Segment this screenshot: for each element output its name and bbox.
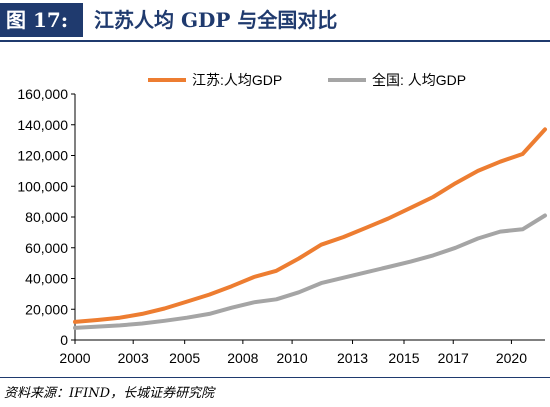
- header-rule: [0, 40, 550, 42]
- y-tick-label: 120,000: [17, 148, 68, 164]
- x-tick-label: 2003: [118, 350, 149, 366]
- series-line-national: [73, 213, 547, 330]
- x-tick-label: 2010: [277, 350, 308, 366]
- x-tick-label: 2020: [496, 350, 527, 366]
- y-tick-label: 80,000: [25, 209, 68, 225]
- source-note: 资料来源：IFIND，长城证券研究院: [4, 386, 215, 401]
- x-tick-label: 2005: [169, 350, 200, 366]
- figure-header: 图 17: 江苏人均 GDP 与全国对比: [0, 0, 550, 40]
- chart-axes: 0 20,000 40,000 60,000 80,000 100,000 120,000 1…: [17, 86, 545, 366]
- series-line-jiangsu: [73, 127, 547, 324]
- x-tick-label: 2013: [337, 350, 368, 366]
- figure-number: 图 17:: [0, 3, 83, 37]
- y-tick-label: 60,000: [25, 240, 68, 256]
- figure-title: 江苏人均 GDP 与全国对比: [94, 8, 338, 32]
- y-tick-label: 140,000: [17, 117, 68, 133]
- y-tick-label: 0: [60, 332, 68, 348]
- y-tick-label: 20,000: [25, 301, 68, 317]
- x-tick-label: 2008: [227, 350, 258, 366]
- line-chart: 江苏:人均GDP 全国: 人均GDP 0 20,000 40,000 60,000 80,…: [17, 72, 547, 366]
- footer-rule: [0, 377, 550, 378]
- y-tick-label: 40,000: [25, 271, 68, 287]
- x-tick-label: 2017: [438, 350, 469, 366]
- legend-item-national-label: 全国: 人均GDP: [372, 72, 466, 88]
- y-tick-label: 100,000: [17, 178, 68, 194]
- chart-series: [73, 127, 547, 330]
- legend-item-jiangsu-label: 江苏:人均GDP: [192, 72, 282, 88]
- x-tick-label: 2015: [388, 350, 419, 366]
- x-tick-label: 2000: [59, 350, 90, 366]
- y-tick-label: 160,000: [17, 86, 68, 102]
- chart-legend: 江苏:人均GDP 全国: 人均GDP: [148, 72, 466, 88]
